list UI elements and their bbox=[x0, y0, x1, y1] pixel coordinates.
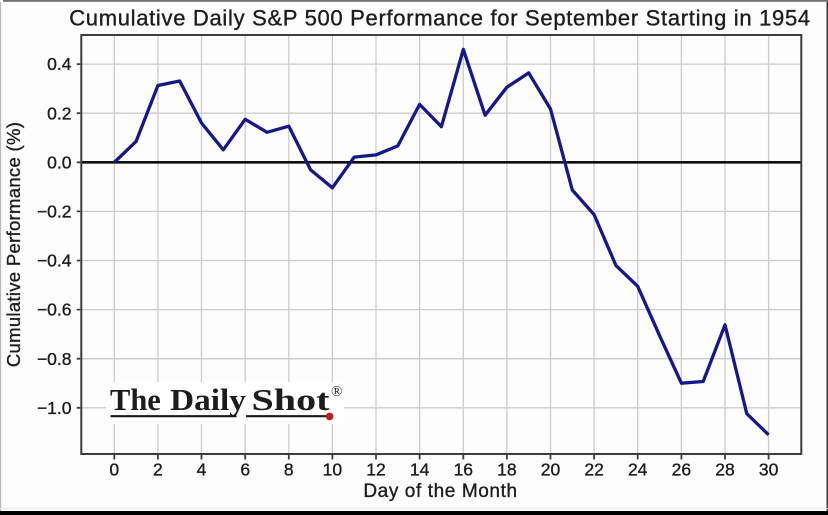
svg-text:10: 10 bbox=[323, 460, 343, 480]
svg-text:®: ® bbox=[331, 384, 342, 400]
svg-text:The: The bbox=[110, 383, 161, 417]
svg-text:8: 8 bbox=[284, 460, 294, 480]
svg-text:4: 4 bbox=[197, 460, 207, 480]
svg-text:Daily: Daily bbox=[170, 383, 246, 417]
svg-text:30: 30 bbox=[759, 460, 779, 480]
svg-text:14: 14 bbox=[410, 460, 430, 480]
svg-text:−1.0: −1.0 bbox=[37, 398, 72, 418]
svg-text:−0.8: −0.8 bbox=[37, 349, 72, 369]
svg-text:24: 24 bbox=[628, 460, 648, 480]
svg-text:18: 18 bbox=[497, 460, 516, 480]
svg-text:0.2: 0.2 bbox=[47, 103, 71, 123]
svg-text:−0.2: −0.2 bbox=[37, 202, 72, 222]
svg-text:20: 20 bbox=[541, 460, 561, 480]
svg-text:2: 2 bbox=[153, 460, 163, 480]
svg-text:6: 6 bbox=[240, 460, 250, 480]
svg-text:−0.4: −0.4 bbox=[37, 251, 72, 271]
svg-text:Cumulative Daily S&P 500 Perfo: Cumulative Daily S&P 500 Performance for… bbox=[69, 6, 811, 31]
svg-text:Day of the Month: Day of the Month bbox=[363, 481, 517, 502]
svg-text:Shot: Shot bbox=[252, 383, 331, 417]
svg-text:16: 16 bbox=[454, 460, 473, 480]
svg-text:0.0: 0.0 bbox=[47, 152, 72, 172]
svg-text:12: 12 bbox=[366, 460, 385, 480]
svg-text:0: 0 bbox=[109, 460, 119, 480]
svg-text:−0.6: −0.6 bbox=[37, 300, 72, 320]
svg-text:Cumulative Performance (%): Cumulative Performance (%) bbox=[3, 122, 24, 367]
svg-text:22: 22 bbox=[584, 460, 603, 480]
svg-text:28: 28 bbox=[715, 460, 734, 480]
svg-text:0.4: 0.4 bbox=[47, 54, 72, 74]
svg-text:26: 26 bbox=[672, 460, 691, 480]
